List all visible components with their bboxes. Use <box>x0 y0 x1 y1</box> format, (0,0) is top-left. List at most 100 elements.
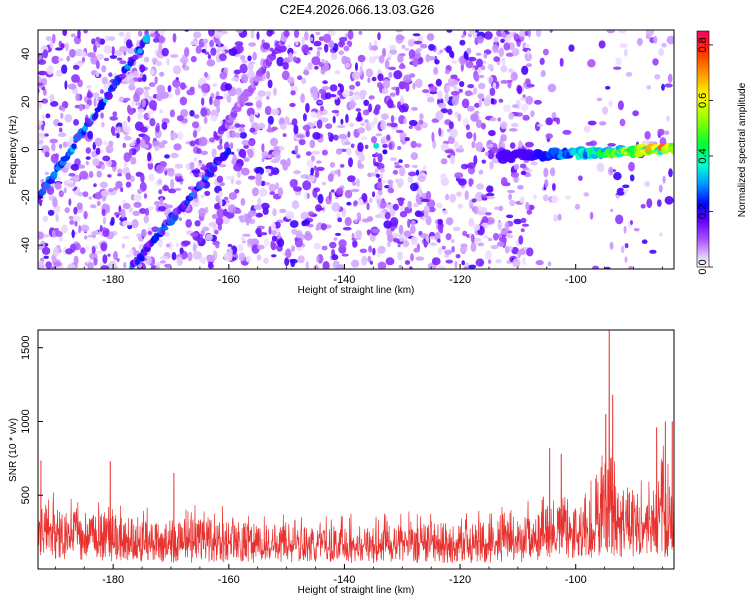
spectral-cell <box>641 239 648 244</box>
spectral-cell <box>167 188 177 194</box>
spectral-cell <box>407 218 411 228</box>
spectral-cell <box>90 55 99 65</box>
spectral-cell <box>309 139 316 149</box>
spectral-cell <box>70 33 76 38</box>
spectral-cell <box>270 167 280 176</box>
spectral-cell <box>304 232 313 241</box>
spectral-cell <box>45 261 52 269</box>
spectral-cell <box>257 122 266 130</box>
spectral-cell <box>521 103 529 112</box>
spectral-cell <box>339 164 345 168</box>
spectral-cell <box>131 219 139 229</box>
spectral-cell <box>615 194 620 199</box>
spectral-cell <box>403 74 412 84</box>
spectral-cell <box>480 194 488 198</box>
spectral-cell <box>610 208 614 213</box>
spectral-cell <box>133 194 142 201</box>
spectral-cell <box>473 132 477 142</box>
spectral-cell <box>223 208 228 217</box>
spectral-cell <box>196 148 202 154</box>
spectral-cell <box>408 39 414 47</box>
spectral-cell <box>471 198 477 203</box>
spectral-cell <box>99 181 108 189</box>
spectral-cell <box>367 216 374 222</box>
spectral-cell <box>429 242 437 247</box>
spectral-cell <box>277 231 281 241</box>
spectral-cell <box>628 161 635 172</box>
spectral-cell <box>144 255 152 265</box>
spectral-cell <box>140 172 145 183</box>
spectral-cell <box>121 243 125 249</box>
spectral-cell <box>357 142 364 153</box>
spectral-cell <box>374 152 379 158</box>
spectral-cell <box>77 30 81 39</box>
spectral-cell <box>69 219 75 225</box>
spectral-cell <box>451 246 455 253</box>
spectral-cell <box>623 48 628 57</box>
spectral-cell <box>395 35 405 41</box>
spectral-cell <box>93 257 98 266</box>
spectral-cell <box>285 211 295 220</box>
spectral-cell <box>450 239 455 243</box>
spectral-cell <box>492 82 497 88</box>
spectral-cell <box>355 81 361 87</box>
spectral-cell <box>78 225 82 234</box>
spectral-cell <box>215 95 224 100</box>
spectral-cell <box>500 229 508 235</box>
spectral-cell <box>243 157 250 163</box>
spectral-cell <box>79 104 83 112</box>
spectral-cell <box>265 70 271 80</box>
spectral-cell <box>123 125 131 133</box>
spectral-cell <box>331 189 335 193</box>
spectral-cell <box>132 54 139 61</box>
spectral-cell <box>95 147 101 155</box>
snr-x-tick-label: -100 <box>565 574 587 586</box>
spectral-cell <box>52 33 56 44</box>
spectral-cell <box>398 224 404 235</box>
spectral-cell <box>338 133 348 140</box>
spectral-cell <box>235 44 244 54</box>
spectral-cell <box>322 181 326 186</box>
spectral-cell <box>101 208 106 216</box>
spectral-cell <box>318 62 325 67</box>
spectral-cell <box>277 187 284 197</box>
spectral-cell <box>85 156 91 160</box>
spectral-cell <box>264 105 272 116</box>
spectral-cell <box>43 255 49 259</box>
spectral-cell <box>70 163 80 171</box>
spectral-cell <box>357 111 362 122</box>
spectral-cell <box>93 183 97 188</box>
spectral-cell <box>495 258 502 264</box>
spectral-cell <box>296 134 305 139</box>
spectral-cell <box>103 45 113 54</box>
spectral-cell <box>377 82 383 89</box>
spectral-cell <box>231 130 236 139</box>
spectral-cell <box>440 173 447 182</box>
spectral-cell <box>371 228 381 233</box>
snr-y-tick-label: 500 <box>20 486 32 504</box>
spectral-cell <box>157 206 167 212</box>
spectral-cell <box>445 259 454 264</box>
spectral-cell <box>305 151 312 157</box>
spectral-cell <box>589 140 597 146</box>
spectral-cell <box>632 110 639 117</box>
spectral-cell <box>408 125 413 129</box>
spectral-cell <box>294 190 300 196</box>
spectral-cell <box>216 208 225 218</box>
snr-x-tick-label: -160 <box>218 574 240 586</box>
snr-x-tick-label: -120 <box>449 574 471 586</box>
spectral-cell <box>589 211 594 220</box>
spectral-cell <box>416 212 425 217</box>
spectral-cell <box>309 37 314 42</box>
spectral-cell <box>147 114 151 118</box>
spectral-cell <box>227 243 233 248</box>
spectral-cell <box>101 65 107 73</box>
spectral-cell <box>667 73 673 84</box>
spectral-cell <box>148 173 155 182</box>
spectral-cell <box>192 130 198 138</box>
spectral-cell <box>289 102 296 108</box>
spectral-cell <box>395 30 403 33</box>
spectral-cell <box>55 69 63 77</box>
spectral-cell <box>204 51 210 55</box>
spectral-cell <box>310 111 317 118</box>
